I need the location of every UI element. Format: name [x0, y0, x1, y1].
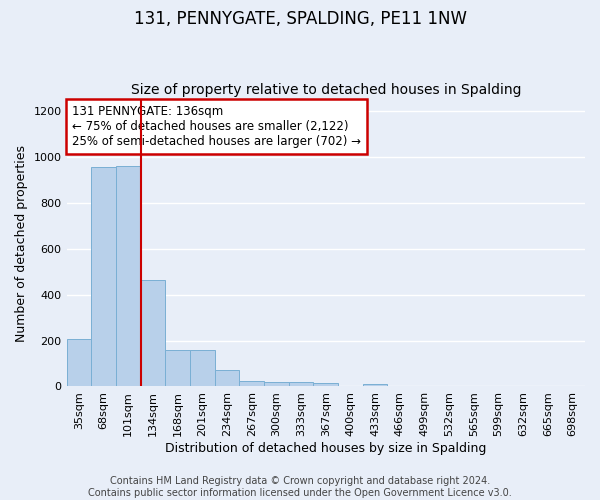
Bar — [289, 382, 313, 386]
Bar — [67, 340, 91, 386]
Bar — [215, 370, 239, 386]
Bar — [264, 382, 289, 386]
Bar — [91, 168, 116, 386]
Text: 131 PENNYGATE: 136sqm
← 75% of detached houses are smaller (2,122)
25% of semi-d: 131 PENNYGATE: 136sqm ← 75% of detached … — [72, 106, 361, 148]
Bar — [116, 166, 140, 386]
Bar — [140, 280, 165, 386]
Bar — [313, 384, 338, 386]
Y-axis label: Number of detached properties: Number of detached properties — [15, 144, 28, 342]
Text: 131, PENNYGATE, SPALDING, PE11 1NW: 131, PENNYGATE, SPALDING, PE11 1NW — [133, 10, 467, 28]
Text: Contains HM Land Registry data © Crown copyright and database right 2024.
Contai: Contains HM Land Registry data © Crown c… — [88, 476, 512, 498]
Bar — [363, 384, 388, 386]
Bar — [165, 350, 190, 387]
X-axis label: Distribution of detached houses by size in Spalding: Distribution of detached houses by size … — [165, 442, 487, 455]
Title: Size of property relative to detached houses in Spalding: Size of property relative to detached ho… — [131, 83, 521, 97]
Bar — [239, 380, 264, 386]
Bar — [190, 350, 215, 387]
